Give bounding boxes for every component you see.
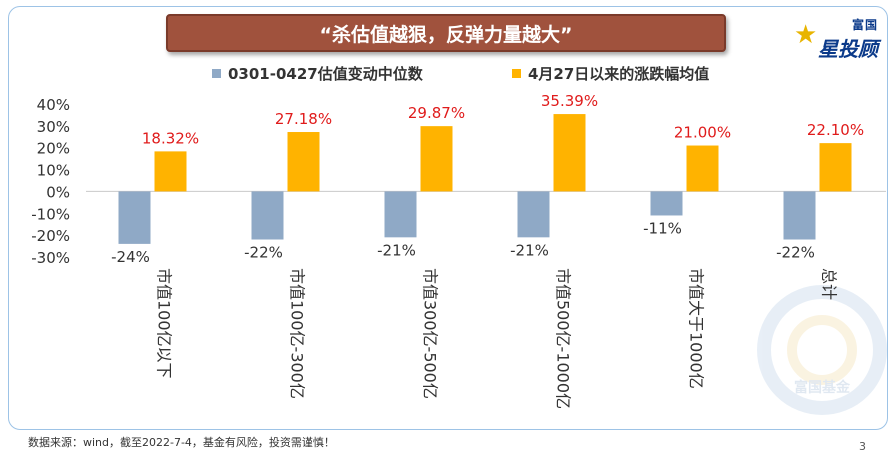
category-label: 总计 (820, 268, 839, 300)
data-label-return: 35.39% (541, 92, 598, 110)
data-label-return: 27.18% (275, 110, 332, 128)
category-label: 市值300亿-500亿 (421, 268, 440, 399)
y-tick-label: 20% (37, 140, 70, 158)
data-label-valuation-change: -11% (643, 219, 682, 237)
category-label: 市值100亿-300亿 (288, 268, 307, 399)
data-label-valuation-change: -22% (244, 244, 283, 262)
legend-label-1: 0301-0427估值变动中位数 (228, 65, 424, 83)
svg-text:富国基金: 富国基金 (794, 379, 851, 396)
page-number: 3 (859, 440, 866, 453)
bar-valuation-change (384, 191, 417, 238)
data-label-valuation-change: -21% (377, 241, 416, 259)
logo-top-text: 富国 (851, 18, 878, 32)
data-label-valuation-change: -22% (776, 244, 815, 262)
brand-logo: ★ 富国 星投顾 (794, 16, 878, 62)
bar-return (819, 143, 852, 192)
category-label: 市值大于1000亿 (687, 268, 706, 389)
y-tick-label: -10% (31, 205, 70, 223)
bar-return (287, 132, 320, 192)
bar-valuation-change (783, 191, 816, 240)
star-icon: ★ (794, 20, 818, 50)
bar-valuation-change (251, 191, 284, 240)
watermark-logo: 富国基金 (757, 285, 887, 415)
data-label-valuation-change: -21% (510, 241, 549, 259)
bar-valuation-change (650, 191, 683, 216)
y-tick-label: 30% (37, 118, 70, 136)
bar-return (420, 126, 453, 192)
data-label-return: 18.32% (142, 129, 199, 147)
y-tick-label: -20% (31, 227, 70, 245)
category-label: 市值500亿-1000亿 (554, 268, 573, 409)
source-note: 数据来源：wind，截至2022-7-4，基金有风险，投资需谨慎！ (28, 436, 335, 449)
legend-swatch-1 (212, 69, 221, 78)
slide-frame (8, 6, 888, 430)
category-label: 市值100亿以下 (155, 268, 174, 379)
y-tick-label: 0% (46, 183, 70, 201)
y-tick-label: 10% (37, 162, 70, 180)
data-label-return: 22.10% (807, 121, 864, 139)
y-tick-label: -30% (31, 249, 70, 267)
data-label-valuation-change: -24% (111, 248, 150, 266)
logo-main-text: 星投顾 (818, 37, 878, 61)
bar-return (686, 145, 719, 192)
bar-valuation-change (517, 191, 550, 238)
legend-swatch-2 (512, 69, 521, 78)
banner-title: “杀估值越狠，反弹力量越大” (166, 14, 726, 52)
bar-valuation-change (118, 191, 151, 244)
data-label-return: 21.00% (674, 124, 731, 142)
bar-return (553, 114, 586, 192)
legend-label-2: 4月27日以来的涨跌幅均值 (528, 65, 709, 83)
data-label-return: 29.87% (408, 104, 465, 122)
y-tick-label: 40% (37, 96, 70, 114)
bar-return (154, 151, 187, 192)
